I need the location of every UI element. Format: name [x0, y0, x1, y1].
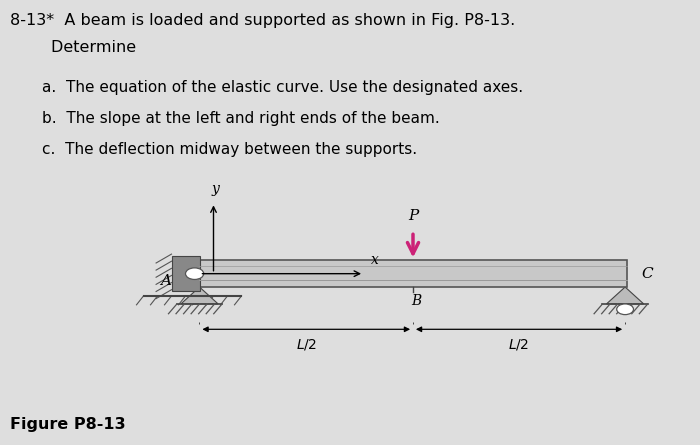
Circle shape	[617, 304, 634, 315]
Text: b.  The slope at the left and right ends of the beam.: b. The slope at the left and right ends …	[42, 111, 440, 126]
Text: x: x	[371, 253, 379, 267]
Text: C: C	[642, 267, 654, 281]
Text: a.  The equation of the elastic curve. Use the designated axes.: a. The equation of the elastic curve. Us…	[42, 80, 523, 95]
Text: Determine: Determine	[10, 40, 136, 55]
Text: A: A	[160, 274, 172, 288]
Text: y: y	[211, 182, 220, 196]
Circle shape	[186, 268, 204, 279]
Text: B: B	[412, 294, 421, 307]
Text: $L/2$: $L/2$	[508, 337, 530, 352]
Text: P: P	[408, 210, 418, 223]
Polygon shape	[606, 287, 644, 304]
Text: c.  The deflection midway between the supports.: c. The deflection midway between the sup…	[42, 142, 417, 158]
Text: 8-13*  A beam is loaded and supported as shown in Fig. P8-13.: 8-13* A beam is loaded and supported as …	[10, 13, 516, 28]
Text: $L/2$: $L/2$	[295, 337, 317, 352]
Bar	[172, 256, 200, 291]
Bar	[199, 260, 626, 287]
Text: Figure P8-13: Figure P8-13	[10, 417, 126, 432]
Polygon shape	[181, 287, 218, 304]
